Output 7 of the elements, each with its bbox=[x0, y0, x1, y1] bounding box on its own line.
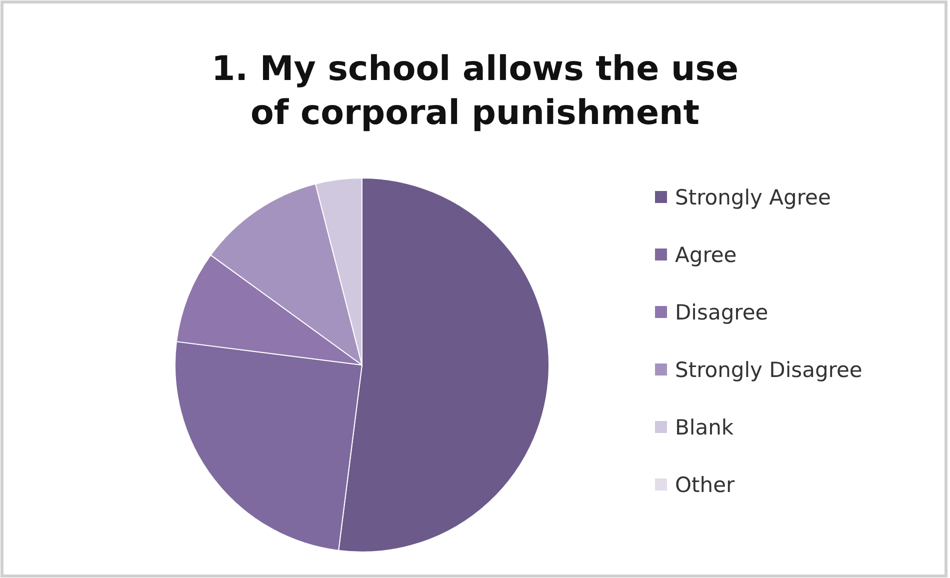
legend-label: Strongly Agree bbox=[675, 185, 831, 210]
legend-label: Other bbox=[675, 472, 735, 497]
legend-label: Blank bbox=[675, 415, 734, 440]
legend-label: Disagree bbox=[675, 300, 768, 324]
legend-label: Agree bbox=[675, 242, 737, 267]
legend-label: Strongly Disagree bbox=[675, 358, 862, 382]
chart-title: 1. My school allows the use of corporal punishment bbox=[212, 49, 738, 133]
